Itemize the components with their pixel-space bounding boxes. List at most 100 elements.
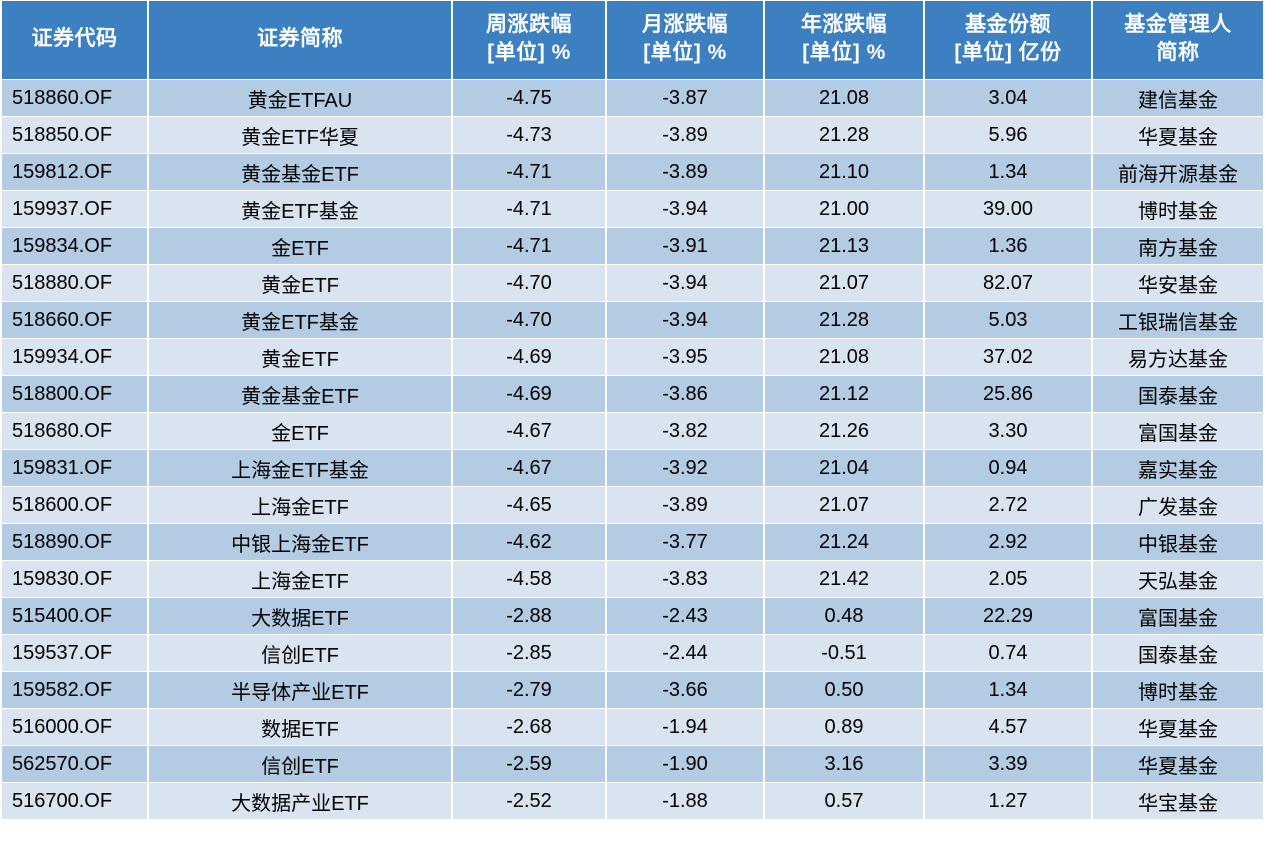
table-row[interactable]: 516000.OF 数据ETF -2.68 -1.94 0.89 4.57 华夏基金 — [2, 709, 1263, 745]
column-header-fund-shares-line1: 基金份额 — [965, 12, 1051, 36]
cell-security-name: 金ETF — [149, 413, 451, 449]
cell-fund-manager: 国泰基金 — [1093, 376, 1263, 412]
column-header-security-code[interactable]: 证券代码 — [2, 1, 147, 79]
cell-fund-manager: 前海开源基金 — [1093, 154, 1263, 190]
cell-weekly-change: -4.70 — [453, 265, 605, 301]
table-row[interactable]: 159937.OF 黄金ETF基金 -4.71 -3.94 21.00 39.00 博时基金 — [2, 191, 1263, 227]
table-row[interactable]: 159537.OF 信创ETF -2.85 -2.44 -0.51 0.74 国泰基金 — [2, 635, 1263, 671]
table-row[interactable]: 159834.OF 金ETF -4.71 -3.91 21.13 1.36 南方基金 — [2, 228, 1263, 264]
cell-security-code: 518800.OF — [2, 376, 147, 412]
table-row[interactable]: 562570.OF 信创ETF -2.59 -1.90 3.16 3.39 华夏基金 — [2, 746, 1263, 782]
cell-security-name: 数据ETF — [149, 709, 451, 745]
cell-fund-manager: 嘉实基金 — [1093, 450, 1263, 486]
table-row[interactable]: 518890.OF 中银上海金ETF -4.62 -3.77 21.24 2.92 中银基金 — [2, 524, 1263, 560]
table-row[interactable]: 516700.OF 大数据产业ETF -2.52 -1.88 0.57 1.27 华宝基金 — [2, 783, 1263, 819]
cell-fund-shares: 2.05 — [925, 561, 1091, 597]
cell-monthly-change: -3.94 — [607, 302, 763, 338]
cell-monthly-change: -3.87 — [607, 80, 763, 116]
cell-security-code: 562570.OF — [2, 746, 147, 782]
cell-fund-shares: 3.39 — [925, 746, 1091, 782]
cell-yearly-change: 0.50 — [765, 672, 923, 708]
cell-monthly-change: -3.89 — [607, 117, 763, 153]
cell-fund-shares: 5.03 — [925, 302, 1091, 338]
cell-security-code: 516700.OF — [2, 783, 147, 819]
cell-weekly-change: -4.58 — [453, 561, 605, 597]
header-row: 证券代码 证券简称 周涨跌幅 [单位] % 月涨跌幅 [单位] % 年涨跌幅 [… — [2, 1, 1263, 79]
cell-monthly-change: -3.92 — [607, 450, 763, 486]
cell-weekly-change: -4.67 — [453, 450, 605, 486]
cell-fund-shares: 1.27 — [925, 783, 1091, 819]
cell-yearly-change: 21.04 — [765, 450, 923, 486]
cell-yearly-change: 0.89 — [765, 709, 923, 745]
cell-yearly-change: 21.28 — [765, 117, 923, 153]
column-header-weekly-change[interactable]: 周涨跌幅 [单位] % — [453, 1, 605, 79]
cell-monthly-change: -1.90 — [607, 746, 763, 782]
cell-security-code: 159934.OF — [2, 339, 147, 375]
table-body: 518860.OF 黄金ETFAU -4.75 -3.87 21.08 3.04 建信基金 5… — [2, 80, 1263, 819]
table-row[interactable]: 518660.OF 黄金ETF基金 -4.70 -3.94 21.28 5.03 工银瑞信基… — [2, 302, 1263, 338]
column-header-security-name[interactable]: 证券简称 — [149, 1, 451, 79]
cell-yearly-change: 21.13 — [765, 228, 923, 264]
column-header-yearly-change[interactable]: 年涨跌幅 [单位] % — [765, 1, 923, 79]
column-header-monthly-change-line2: [单位] % — [643, 41, 727, 64]
cell-yearly-change: 21.28 — [765, 302, 923, 338]
cell-weekly-change: -2.88 — [453, 598, 605, 634]
cell-weekly-change: -2.79 — [453, 672, 605, 708]
cell-security-code: 518860.OF — [2, 80, 147, 116]
cell-fund-shares: 2.72 — [925, 487, 1091, 523]
cell-yearly-change: 0.48 — [765, 598, 923, 634]
table-row[interactable]: 518680.OF 金ETF -4.67 -3.82 21.26 3.30 富国基金 — [2, 413, 1263, 449]
table-row[interactable]: 518880.OF 黄金ETF -4.70 -3.94 21.07 82.07 华安基金 — [2, 265, 1263, 301]
table-row[interactable]: 159934.OF 黄金ETF -4.69 -3.95 21.08 37.02 易方达基金 — [2, 339, 1263, 375]
column-header-monthly-change-line1: 月涨跌幅 — [642, 12, 728, 36]
column-header-fund-shares[interactable]: 基金份额 [单位] 亿份 — [925, 1, 1091, 79]
cell-yearly-change: 0.57 — [765, 783, 923, 819]
cell-fund-manager: 南方基金 — [1093, 228, 1263, 264]
table-row[interactable]: 159831.OF 上海金ETF基金 -4.67 -3.92 21.04 0.94 嘉实基金 — [2, 450, 1263, 486]
table-row[interactable]: 159830.OF 上海金ETF -4.58 -3.83 21.42 2.05 天弘基金 — [2, 561, 1263, 597]
cell-yearly-change: 21.26 — [765, 413, 923, 449]
cell-fund-manager: 华安基金 — [1093, 265, 1263, 301]
cell-monthly-change: -3.83 — [607, 561, 763, 597]
cell-security-code: 518890.OF — [2, 524, 147, 560]
cell-weekly-change: -2.85 — [453, 635, 605, 671]
cell-weekly-change: -4.71 — [453, 191, 605, 227]
cell-weekly-change: -4.71 — [453, 228, 605, 264]
column-header-fund-manager-line1: 基金管理人 — [1124, 12, 1232, 36]
cell-security-code: 159834.OF — [2, 228, 147, 264]
cell-fund-shares: 39.00 — [925, 191, 1091, 227]
cell-yearly-change: 21.10 — [765, 154, 923, 190]
cell-fund-shares: 22.29 — [925, 598, 1091, 634]
column-header-weekly-change-line1: 周涨跌幅 — [486, 12, 572, 36]
table-row[interactable]: 518800.OF 黄金基金ETF -4.69 -3.86 21.12 25.86 国泰基金 — [2, 376, 1263, 412]
cell-yearly-change: 21.00 — [765, 191, 923, 227]
table-row[interactable]: 159812.OF 黄金基金ETF -4.71 -3.89 21.10 1.34 前海开源基… — [2, 154, 1263, 190]
cell-security-name: 大数据ETF — [149, 598, 451, 634]
table-row[interactable]: 518600.OF 上海金ETF -4.65 -3.89 21.07 2.72 广发基金 — [2, 487, 1263, 523]
cell-security-name: 黄金ETF基金 — [149, 302, 451, 338]
cell-fund-manager: 工银瑞信基金 — [1093, 302, 1263, 338]
cell-monthly-change: -3.94 — [607, 265, 763, 301]
table-row[interactable]: 515400.OF 大数据ETF -2.88 -2.43 0.48 22.29 富国基金 — [2, 598, 1263, 634]
column-header-monthly-change[interactable]: 月涨跌幅 [单位] % — [607, 1, 763, 79]
cell-security-name: 黄金ETF — [149, 339, 451, 375]
cell-monthly-change: -1.88 — [607, 783, 763, 819]
column-header-fund-manager[interactable]: 基金管理人 简称 — [1093, 1, 1263, 79]
table-row[interactable]: 518860.OF 黄金ETFAU -4.75 -3.87 21.08 3.04 建信基金 — [2, 80, 1263, 116]
cell-weekly-change: -2.68 — [453, 709, 605, 745]
cell-weekly-change: -2.59 — [453, 746, 605, 782]
cell-fund-shares: 37.02 — [925, 339, 1091, 375]
cell-yearly-change: 21.08 — [765, 339, 923, 375]
cell-security-code: 159582.OF — [2, 672, 147, 708]
table-row[interactable]: 518850.OF 黄金ETF华夏 -4.73 -3.89 21.28 5.96 华夏基金 — [2, 117, 1263, 153]
fund-performance-table: 证券代码 证券简称 周涨跌幅 [单位] % 月涨跌幅 [单位] % 年涨跌幅 [… — [2, 1, 1263, 819]
cell-fund-shares: 4.57 — [925, 709, 1091, 745]
column-header-fund-manager-line2: 简称 — [1156, 41, 1200, 64]
cell-yearly-change: 21.12 — [765, 376, 923, 412]
cell-weekly-change: -4.70 — [453, 302, 605, 338]
table-row[interactable]: 159582.OF 半导体产业ETF -2.79 -3.66 0.50 1.34 博时基金 — [2, 672, 1263, 708]
cell-security-code: 159812.OF — [2, 154, 147, 190]
cell-fund-shares: 5.96 — [925, 117, 1091, 153]
cell-monthly-change: -3.94 — [607, 191, 763, 227]
cell-weekly-change: -4.67 — [453, 413, 605, 449]
